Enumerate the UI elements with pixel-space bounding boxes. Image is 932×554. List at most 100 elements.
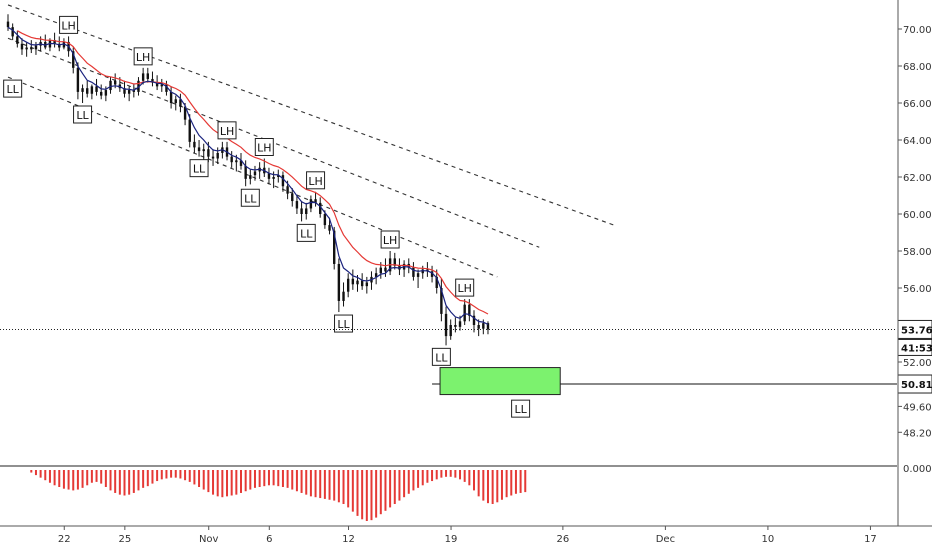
candle-body <box>393 258 396 266</box>
oscillator-bar <box>295 470 298 492</box>
oscillator-bar <box>118 470 121 495</box>
oscillator-bar <box>440 470 443 478</box>
oscillator-bar <box>62 470 65 489</box>
oscillator-bar <box>323 470 326 499</box>
price-tick-label: 64.00 <box>903 136 932 147</box>
oscillator-bar <box>389 470 392 508</box>
candle-body <box>244 165 247 179</box>
oscillator-bar <box>249 470 252 490</box>
oscillator-bar <box>514 470 517 494</box>
oscillator-zero-label: 0.0000 <box>903 464 932 475</box>
oscillator-bar <box>137 470 140 491</box>
oscillator-bar <box>230 470 233 496</box>
candle-body <box>123 88 126 94</box>
candle-body <box>468 304 471 316</box>
swing-label: LH <box>308 175 322 188</box>
oscillator-bar <box>258 470 261 487</box>
oscillator-bar <box>142 470 145 488</box>
candle-body <box>351 278 355 285</box>
oscillator-bar <box>519 470 522 493</box>
oscillator-bar <box>244 470 247 492</box>
oscillator-bar <box>291 470 294 490</box>
candle-body <box>207 149 210 157</box>
slow-moving-average <box>17 30 489 315</box>
oscillator-bar <box>365 470 368 521</box>
swing-label-box <box>511 399 531 418</box>
time-tick-label: Nov <box>199 534 219 545</box>
candle-body <box>188 119 191 142</box>
time-tick-label: 6 <box>266 534 272 545</box>
oscillator-bar <box>58 470 61 487</box>
candle-body <box>360 280 364 287</box>
oscillator-bar <box>477 470 480 497</box>
oscillator-bar <box>328 470 331 500</box>
oscillator-bar <box>459 470 462 480</box>
swing-label-box <box>3 79 23 98</box>
candle-body <box>211 156 215 159</box>
candle-body <box>374 273 378 277</box>
oscillator-bar <box>412 470 415 491</box>
candle-body <box>482 323 485 329</box>
candle-body <box>62 41 66 48</box>
oscillator-bar <box>277 470 280 487</box>
oscillator-bar <box>202 470 205 490</box>
swing-label: LL <box>514 403 527 416</box>
oscillator-bar <box>500 470 503 500</box>
candle-body <box>291 193 294 202</box>
swing-label-box <box>296 223 316 242</box>
oscillator-bar <box>216 470 219 497</box>
oscillator-bar <box>337 470 340 503</box>
target-label: 50.81 <box>901 380 932 391</box>
candle-body <box>412 267 415 277</box>
oscillator-bar <box>309 470 312 497</box>
oscillator-bar <box>384 470 387 511</box>
oscillator-bar <box>272 470 275 486</box>
oscillator-bar <box>319 470 322 499</box>
oscillator-bar <box>207 470 210 493</box>
oscillator-bar <box>375 470 378 518</box>
candle-body <box>146 73 149 79</box>
swing-label: LL <box>300 227 313 240</box>
candle-body <box>337 263 341 301</box>
candle-body <box>286 186 289 194</box>
oscillator-bar <box>156 470 159 482</box>
candle-body <box>440 288 443 314</box>
oscillator-bar <box>407 470 410 494</box>
candle-body <box>193 141 196 148</box>
oscillator-bar <box>449 470 452 477</box>
swing-label-box <box>240 188 260 207</box>
oscillator-bar <box>263 470 266 487</box>
price-tick-label: 52.00 <box>903 358 932 369</box>
oscillator-bar <box>370 470 373 521</box>
candle-body <box>253 171 257 176</box>
candle-body <box>197 147 201 152</box>
time-tick-label: Dec <box>656 534 675 545</box>
time-tick-label: 12 <box>342 534 355 545</box>
time-tick-label: 17 <box>864 534 877 545</box>
swing-label-box <box>254 138 274 156</box>
candle-body <box>295 201 299 209</box>
oscillator-bar <box>417 470 420 488</box>
oscillator-bar <box>482 470 485 501</box>
candle-body <box>416 273 420 277</box>
oscillator-bar <box>505 470 508 498</box>
oscillator-bar <box>212 470 215 495</box>
price-tick-label: 48.20 <box>903 428 932 439</box>
swing-label: LL <box>435 351 448 364</box>
candle-body <box>132 90 136 92</box>
candle-body <box>281 175 285 187</box>
candle-body <box>30 47 33 50</box>
oscillator-bar <box>170 470 173 478</box>
oscillator-bar <box>132 470 135 493</box>
price-tick-label: 68.00 <box>903 62 932 73</box>
oscillator-bar <box>72 470 75 491</box>
time-tick-label: 26 <box>557 534 570 545</box>
candle-body <box>486 323 490 330</box>
candle-body <box>267 173 271 179</box>
candle-body <box>454 325 457 327</box>
oscillator-bar <box>165 470 168 479</box>
time-tick-label: 25 <box>118 534 131 545</box>
